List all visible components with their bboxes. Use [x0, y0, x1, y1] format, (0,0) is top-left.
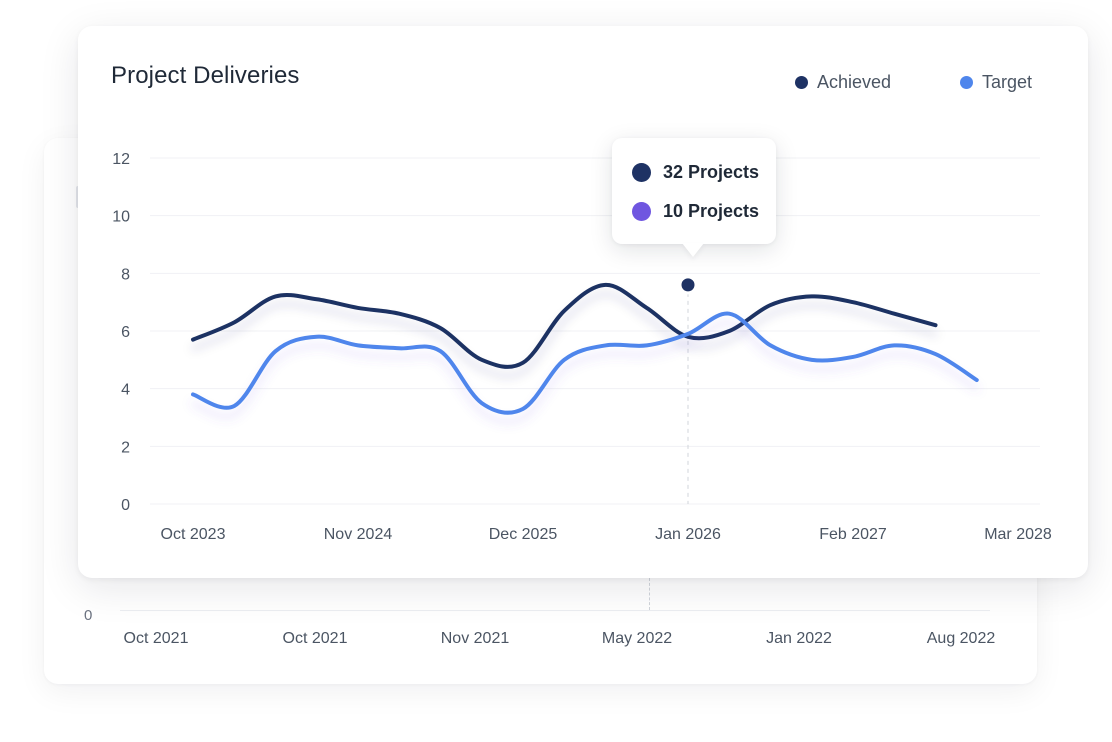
background-crosshair [649, 578, 650, 610]
background-x-tick-label: Jan 2022 [766, 630, 832, 647]
x-tick-label: Oct 2023 [161, 526, 226, 543]
tooltip-row-achieved: 32 Projects [632, 162, 759, 183]
background-baseline [120, 610, 990, 611]
background-x-tick-label: Oct 2021 [123, 630, 189, 647]
tooltip-value: 10 Projects [663, 201, 760, 221]
x-tick-label: Feb 2027 [819, 526, 887, 543]
tooltip [612, 138, 776, 244]
legend-dot-icon [795, 76, 808, 89]
y-tick-label: 8 [121, 266, 130, 283]
tooltip-dot-icon [632, 202, 651, 221]
y-tick-label: 4 [121, 382, 130, 399]
tooltip-value: 32 Projects [663, 162, 760, 182]
y-tick-label: 10 [112, 209, 130, 226]
y-tick-label: 6 [121, 324, 130, 341]
x-tick-label: Mar 2028 [984, 526, 1052, 543]
legend-label: Achieved [817, 72, 892, 92]
chart-card [78, 26, 1088, 578]
chart-title: Project Deliveries [111, 62, 300, 89]
legend-label: Target [982, 72, 1033, 92]
background-x-tick-label: May 2022 [601, 630, 673, 647]
y-tick-label: 2 [121, 439, 130, 456]
tooltip-dot-icon [632, 163, 651, 182]
x-tick-label: Nov 2024 [324, 526, 393, 543]
x-tick-label: Dec 2025 [489, 526, 558, 543]
background-x-tick-label: Nov 2021 [440, 630, 510, 647]
legend-item-target[interactable]: Target [960, 72, 1032, 93]
x-tick-label: Jan 2026 [655, 526, 721, 543]
legend-dot-icon [960, 76, 973, 89]
highlight-point [678, 275, 698, 295]
legend-item-achieved[interactable]: Achieved [795, 72, 891, 93]
y-tick-label: 12 [112, 151, 130, 168]
series-line-target [191, 311, 979, 415]
y-tick-label: 0 [121, 497, 130, 514]
background-x-tick-label: Oct 2021 [282, 630, 348, 647]
background-x-tick-label: Aug 2022 [926, 630, 996, 647]
series-line-achieved [191, 282, 938, 369]
tooltip-pointer [682, 243, 704, 257]
background-y-tick-label: 0 [84, 607, 93, 624]
tooltip-row-target: 10 Projects [632, 201, 759, 222]
